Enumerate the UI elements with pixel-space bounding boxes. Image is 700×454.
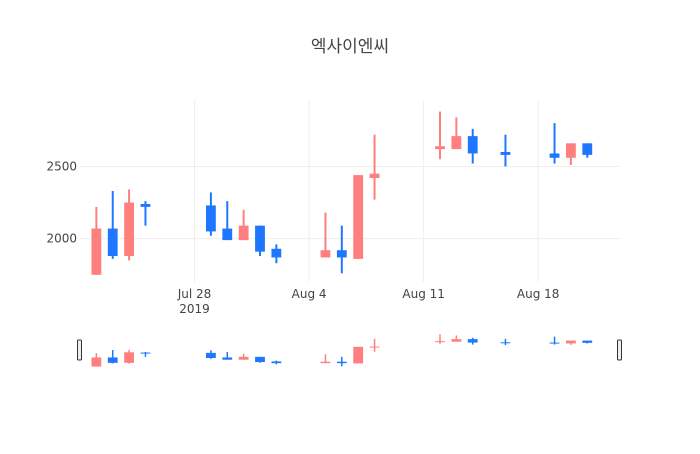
candle-body: [238, 225, 249, 241]
mini-candle-body: [238, 356, 249, 360]
x-tick-label: Aug 18: [517, 287, 560, 301]
candle-body: [582, 143, 593, 155]
range-slider-left-handle[interactable]: [77, 339, 82, 361]
range-slider-right-handle[interactable]: [617, 339, 622, 361]
mini-candle-body: [107, 357, 118, 363]
y-tick-label: 2500: [46, 159, 77, 173]
mini-candle-body: [91, 357, 102, 367]
candle-body: [467, 136, 478, 154]
mini-candle-body: [353, 346, 364, 364]
candles-group: [91, 111, 593, 275]
mini-candle-body: [467, 339, 478, 343]
chart-title: 엑사이엔씨: [310, 37, 390, 57]
candle-body: [549, 153, 560, 158]
candle-body: [91, 228, 102, 275]
mini-candle-body: [549, 342, 560, 344]
candle-body: [140, 204, 151, 207]
candle-body: [451, 136, 462, 150]
mini-candle-body: [222, 357, 233, 360]
candle-body: [336, 250, 347, 258]
mini-candle-body: [369, 346, 380, 348]
mini-candle-body: [451, 339, 462, 342]
mini-candle-body: [500, 342, 511, 344]
mini-candle-body: [320, 361, 331, 364]
mini-candle-body: [140, 352, 151, 354]
candle-body: [255, 225, 265, 252]
candle-body: [222, 228, 233, 241]
x-tick-year-label: 2019: [179, 302, 210, 316]
mini-candle-body: [271, 361, 282, 364]
candle-body: [500, 152, 511, 155]
range-slider-candles: [91, 334, 593, 367]
candle-body: [369, 173, 380, 178]
candle-body: [271, 248, 282, 258]
x-tick-label: Jul 28: [177, 287, 212, 301]
y-tick-label: 2000: [46, 232, 77, 246]
x-tick-label: Aug 11: [402, 287, 445, 301]
candle-body: [566, 143, 576, 158]
mini-candle-body: [566, 340, 576, 344]
mini-candle-body: [255, 356, 265, 362]
candle-body: [206, 205, 216, 232]
candle-body: [353, 175, 364, 259]
candle-body: [435, 146, 445, 150]
mini-candle-body: [336, 361, 347, 364]
mini-candle-body: [435, 341, 445, 343]
mini-candle-body: [582, 340, 593, 343]
mini-candle-body: [124, 352, 134, 363]
range-slider-bg: [80, 332, 620, 368]
candle-body: [107, 228, 118, 256]
x-tick-label: Aug 4: [292, 287, 327, 301]
candle-body: [124, 202, 134, 256]
mini-candle-body: [206, 352, 216, 358]
candle-body: [320, 250, 331, 258]
